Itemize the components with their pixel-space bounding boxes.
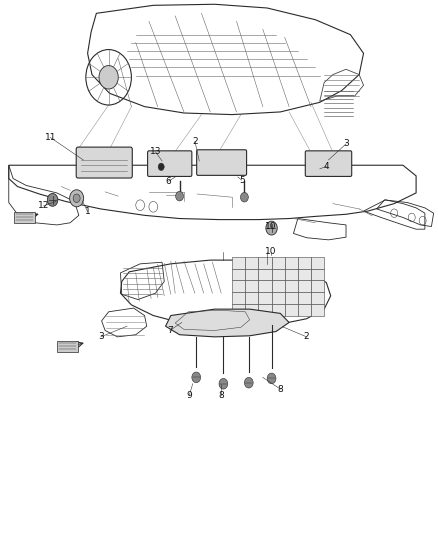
- Text: 8: 8: [218, 391, 224, 400]
- Bar: [232, 257, 245, 269]
- Bar: [298, 292, 311, 304]
- Text: 10: 10: [265, 247, 276, 256]
- Bar: [245, 304, 258, 316]
- Circle shape: [158, 163, 164, 171]
- Text: 8: 8: [277, 385, 283, 393]
- FancyBboxPatch shape: [197, 150, 247, 175]
- FancyBboxPatch shape: [57, 341, 78, 352]
- Text: 9: 9: [186, 391, 192, 400]
- Circle shape: [99, 66, 118, 89]
- Text: 11: 11: [45, 133, 56, 142]
- Bar: [311, 280, 324, 292]
- Bar: [298, 280, 311, 292]
- Bar: [272, 304, 285, 316]
- Bar: [285, 280, 298, 292]
- Bar: [298, 304, 311, 316]
- Circle shape: [266, 221, 277, 235]
- Text: 2: 2: [304, 333, 309, 341]
- Bar: [285, 304, 298, 316]
- Text: 10: 10: [265, 222, 276, 231]
- Circle shape: [192, 372, 201, 383]
- Text: 12: 12: [38, 201, 49, 210]
- Circle shape: [219, 378, 228, 389]
- Bar: [232, 269, 245, 280]
- Bar: [311, 304, 324, 316]
- Bar: [232, 304, 245, 316]
- FancyBboxPatch shape: [148, 151, 192, 176]
- Bar: [285, 269, 298, 280]
- Bar: [311, 269, 324, 280]
- Polygon shape: [166, 309, 289, 337]
- Circle shape: [244, 377, 253, 388]
- Bar: [258, 292, 272, 304]
- Bar: [245, 257, 258, 269]
- Bar: [285, 257, 298, 269]
- Bar: [258, 280, 272, 292]
- Bar: [258, 269, 272, 280]
- Bar: [232, 292, 245, 304]
- Bar: [311, 257, 324, 269]
- Text: 3: 3: [343, 140, 349, 148]
- Text: 13: 13: [150, 148, 161, 156]
- Circle shape: [47, 193, 58, 206]
- Bar: [272, 292, 285, 304]
- FancyBboxPatch shape: [14, 212, 35, 223]
- Circle shape: [267, 373, 276, 384]
- Bar: [298, 257, 311, 269]
- Bar: [285, 292, 298, 304]
- Text: 6: 6: [166, 177, 172, 185]
- Text: 4: 4: [324, 162, 329, 171]
- Bar: [311, 292, 324, 304]
- FancyBboxPatch shape: [76, 147, 132, 178]
- Bar: [272, 280, 285, 292]
- Bar: [245, 280, 258, 292]
- Circle shape: [70, 190, 84, 207]
- Text: 7: 7: [167, 326, 173, 335]
- Bar: [258, 304, 272, 316]
- Circle shape: [176, 191, 184, 201]
- Text: 2: 2: [192, 137, 198, 146]
- Bar: [272, 257, 285, 269]
- Bar: [232, 280, 245, 292]
- Bar: [245, 269, 258, 280]
- Text: 5: 5: [239, 176, 245, 184]
- Bar: [298, 269, 311, 280]
- Bar: [272, 269, 285, 280]
- Bar: [258, 257, 272, 269]
- Text: 3: 3: [98, 333, 104, 341]
- FancyBboxPatch shape: [305, 151, 352, 176]
- Circle shape: [240, 192, 248, 202]
- Bar: [245, 292, 258, 304]
- Text: 1: 1: [85, 207, 91, 216]
- Circle shape: [73, 194, 80, 203]
